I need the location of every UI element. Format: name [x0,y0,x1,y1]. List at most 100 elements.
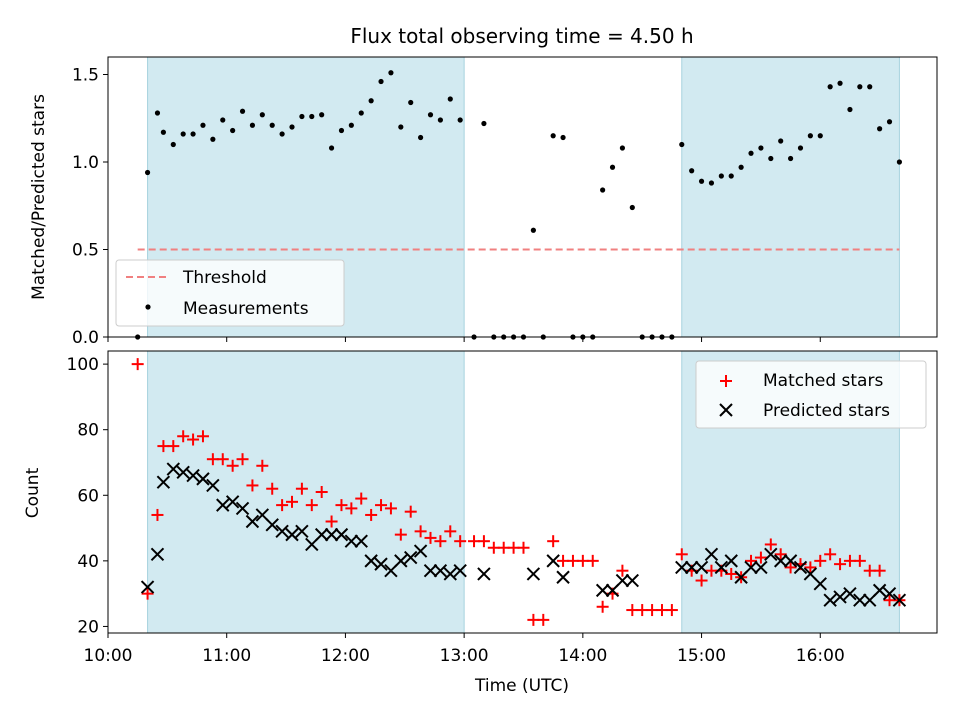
predicted-point [354,534,368,548]
shaded-interval [681,57,900,337]
matched-point [824,548,837,561]
matched-point [335,499,348,512]
matched-point [305,499,318,512]
predicted-point [892,593,907,607]
predicted-point [823,593,837,607]
predicted-point [235,501,250,516]
matched-point [345,502,358,515]
predicted-point [344,534,359,548]
predicted-point [625,573,640,588]
matched-point [665,604,678,617]
matched-point [725,567,738,580]
measurement-point [827,84,833,90]
matched-point [384,502,397,515]
predicted-point [872,583,887,598]
measurement-point [847,106,853,113]
matched-point [141,587,154,600]
matched-point [196,430,209,443]
predicted-point [843,586,857,601]
measurement-point [768,155,774,162]
predicted-point [413,544,428,558]
measurement-point [388,70,394,76]
measurement-point [279,131,285,137]
measurement-point [457,117,463,123]
predicted-point [453,563,467,578]
matched-point [537,613,550,626]
predicted-point [295,524,309,539]
matched-point [414,525,427,538]
legend-matched-label: Matched stars [763,371,883,391]
x-tick-label: 11:00 [202,646,251,666]
y-tick-label: 0.0 [72,328,99,348]
measurement-point [368,98,374,104]
predicted-point [783,554,798,568]
measurement-point [728,173,734,179]
chart-title: Flux total observing time = 4.50 h [350,24,693,48]
legend-measurement-label: Measurements [183,299,309,319]
ratio-x-ticks [107,337,821,342]
measurement-point [857,84,863,90]
measurement-point [418,134,424,141]
measurement-point [408,99,414,106]
measurement-point [778,138,784,144]
measurement-point [619,145,626,151]
predicted-point [394,554,408,568]
matched-point [236,453,249,466]
measurement-point [269,122,275,128]
predicted-point [853,593,867,607]
matched-point [695,574,708,587]
matched-point [187,433,200,446]
measurement-point [299,113,305,120]
matched-point [216,453,229,466]
measurement-point [259,112,265,118]
y-tick-label: 100 [67,355,99,375]
predicted-point [206,478,220,493]
predicted-point [546,554,560,568]
predicted-point [156,475,171,489]
predicted-point [556,570,570,584]
predicted-point [443,567,457,581]
legend-predicted-label: Predicted stars [763,401,890,421]
measurement-point [427,112,434,118]
matched-point [295,482,308,495]
count-legend-box [695,360,927,429]
ratio-legend: Threshold Measurements [115,259,345,327]
measurement-point [896,159,903,165]
measurement-point [358,110,364,116]
measurement-point [629,204,635,211]
measurement-point [867,84,873,90]
matched-point [754,551,767,564]
predicted-point [314,527,329,542]
matched-point [596,600,609,613]
predicted-point [714,560,729,575]
measurement-point [200,122,206,128]
measurement-point [698,178,705,184]
y-tick-label: 1.5 [72,66,99,86]
measurement-point [210,136,216,142]
predicted-point [433,563,448,578]
predicted-point [404,550,418,565]
measurement-point [877,126,883,132]
matched-point [774,548,787,561]
measurement-point [560,134,566,141]
matched-point [276,499,289,512]
predicted-point [684,560,699,575]
matched-point [365,508,378,521]
matched-point [394,528,407,541]
x-tick-label: 15:00 [677,646,726,666]
predicted-point [754,560,768,575]
measurement-point [398,124,404,130]
y-tick-label: 80 [77,421,99,441]
measurement-point [817,133,823,139]
measurement-point [170,141,176,148]
matched-point [616,564,629,577]
measurement-point [319,112,325,118]
measurement-point [609,164,616,170]
predicted-point [176,465,190,480]
y-tick-label: 0.5 [72,241,99,261]
matched-point [177,430,190,443]
ratio-legend-box [115,259,345,327]
matched-point [834,558,847,571]
predicted-point [744,560,758,575]
